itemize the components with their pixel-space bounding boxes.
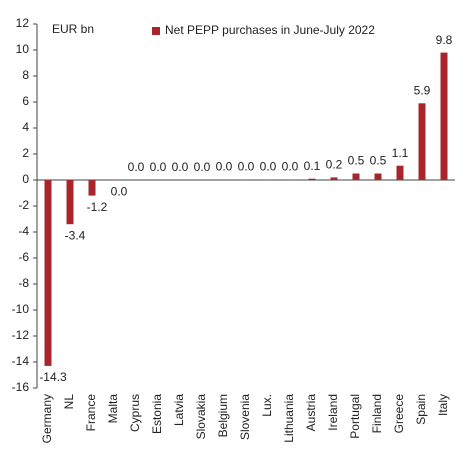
value-label: 0.0 xyxy=(282,160,299,174)
value-label: 0.0 xyxy=(238,160,255,174)
bar xyxy=(352,173,360,180)
y-tick-label: 4 xyxy=(22,120,29,134)
x-tick-label: Slovenia xyxy=(238,394,252,440)
value-label: -14.3 xyxy=(39,370,67,384)
x-tick-label: France xyxy=(84,394,98,432)
y-tick-label: -10 xyxy=(12,302,30,316)
x-tick-label: Italy xyxy=(436,394,450,416)
y-tick-label: -8 xyxy=(18,276,29,290)
bar xyxy=(88,180,96,196)
bar xyxy=(220,179,228,180)
x-tick-label: Spain xyxy=(414,394,428,425)
value-label: 0.1 xyxy=(304,159,321,173)
y-tick-label: -16 xyxy=(12,380,30,394)
value-label: 0.2 xyxy=(326,158,343,172)
x-tick-label: Cyprus xyxy=(128,394,142,432)
value-label: 0.0 xyxy=(194,160,211,174)
value-label: 0.0 xyxy=(150,160,167,174)
bar xyxy=(374,173,382,180)
y-tick-label: 6 xyxy=(22,94,29,108)
y-tick-label: -6 xyxy=(18,250,29,264)
legend-swatch xyxy=(152,27,160,35)
x-tick-label: Malta xyxy=(106,394,120,424)
x-tick-label: Ireland xyxy=(326,394,340,431)
x-tick-label: Lux. xyxy=(260,394,274,417)
x-tick-label: Slovakia xyxy=(194,394,208,440)
bar xyxy=(396,165,404,180)
x-tick-label: Greece xyxy=(392,394,406,434)
y-axis-unit: EUR bn xyxy=(52,22,94,36)
bar xyxy=(242,179,250,180)
bar xyxy=(44,180,52,366)
x-tick-label: Lithuania xyxy=(282,394,296,443)
value-label: -3.4 xyxy=(65,228,86,242)
value-label: 0.0 xyxy=(111,184,128,198)
bar xyxy=(330,177,338,180)
bar xyxy=(264,179,272,180)
x-tick-label: Germany xyxy=(40,394,54,443)
legend-label: Net PEPP purchases in June-July 2022 xyxy=(165,23,375,37)
x-tick-label: Austria xyxy=(304,394,318,432)
x-tick-label: NL xyxy=(62,394,76,410)
bar xyxy=(418,103,426,180)
y-tick-label: -2 xyxy=(18,198,29,212)
value-label: 0.0 xyxy=(172,160,189,174)
x-tick-label: Estonia xyxy=(150,394,164,434)
value-label: -1.2 xyxy=(87,200,108,214)
x-tick-label: Portugal xyxy=(348,394,362,439)
value-label: 1.1 xyxy=(392,146,409,160)
y-tick-label: 0 xyxy=(22,172,29,186)
value-label: 0.0 xyxy=(128,160,145,174)
x-tick-label: Latvia xyxy=(172,394,186,426)
value-label: 9.8 xyxy=(436,33,453,47)
y-tick-label: 10 xyxy=(16,42,30,56)
y-tick-label: 12 xyxy=(16,16,30,30)
bar xyxy=(66,180,74,225)
value-label: 0.0 xyxy=(216,160,233,174)
y-tick-label: 8 xyxy=(22,68,29,82)
value-label: 0.5 xyxy=(348,154,365,168)
value-label: 0.0 xyxy=(260,160,277,174)
y-tick-label: -12 xyxy=(12,328,30,342)
bar xyxy=(286,179,294,180)
y-tick-label: 2 xyxy=(22,146,29,160)
value-label: 0.5 xyxy=(370,154,387,168)
y-tick-label: -14 xyxy=(12,354,30,368)
x-tick-label: Finland xyxy=(370,394,384,433)
bar xyxy=(308,178,316,180)
x-tick-label: Belgium xyxy=(216,394,230,437)
y-tick-label: -4 xyxy=(18,224,29,238)
value-label: 5.9 xyxy=(414,83,431,97)
bar xyxy=(440,52,448,180)
